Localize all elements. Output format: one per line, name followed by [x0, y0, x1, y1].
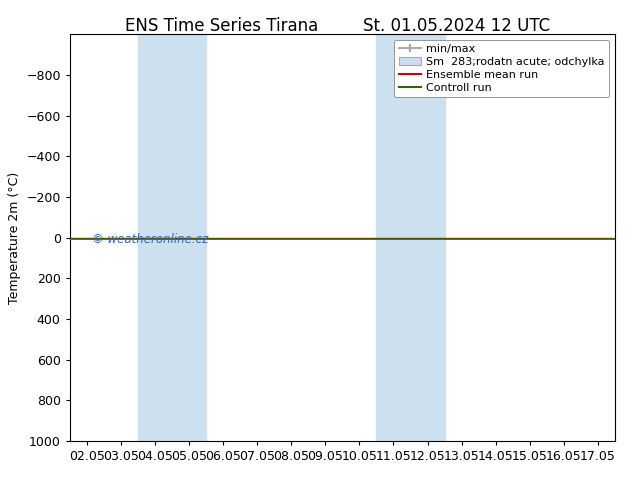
Text: St. 01.05.2024 12 UTC: St. 01.05.2024 12 UTC	[363, 17, 550, 35]
Bar	[138, 34, 206, 441]
Y-axis label: Temperature 2m (°C): Temperature 2m (°C)	[8, 172, 21, 304]
Text: © weatheronline.cz: © weatheronline.cz	[91, 233, 208, 246]
Bar	[377, 34, 444, 441]
Legend: min/max, Sm  283;rodatn acute; odchylka, Ensemble mean run, Controll run: min/max, Sm 283;rodatn acute; odchylka, …	[394, 40, 609, 97]
Text: ENS Time Series Tirana: ENS Time Series Tirana	[126, 17, 318, 35]
